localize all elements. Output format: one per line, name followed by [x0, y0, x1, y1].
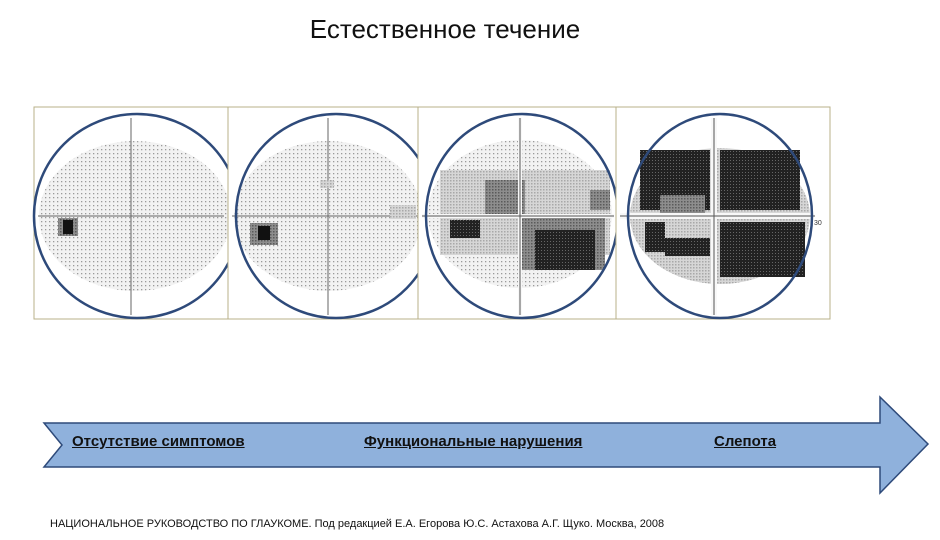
visual-fields-panel: 30 [32, 106, 831, 320]
progression-arrow [42, 395, 930, 495]
visual-field-advanced-icon [417, 106, 620, 320]
field-scale-label: 30 [814, 220, 822, 227]
source-citation: НАЦИОНАЛЬНОЕ РУКОВОДСТВО ПО ГЛАУКОМЕ. По… [50, 518, 665, 530]
stage-label-functional-impairment: Функциональные нарушения [364, 433, 583, 450]
stage-label-blindness: Слепота [714, 433, 777, 450]
stage-label-no-symptoms: Отсутствие симптомов [72, 433, 245, 450]
visual-field-early-icon [32, 106, 242, 320]
visual-field-blind-icon: 30 [615, 106, 831, 320]
visual-field-moderate-icon [227, 106, 438, 320]
slide-title: Естественное течение [309, 14, 581, 44]
